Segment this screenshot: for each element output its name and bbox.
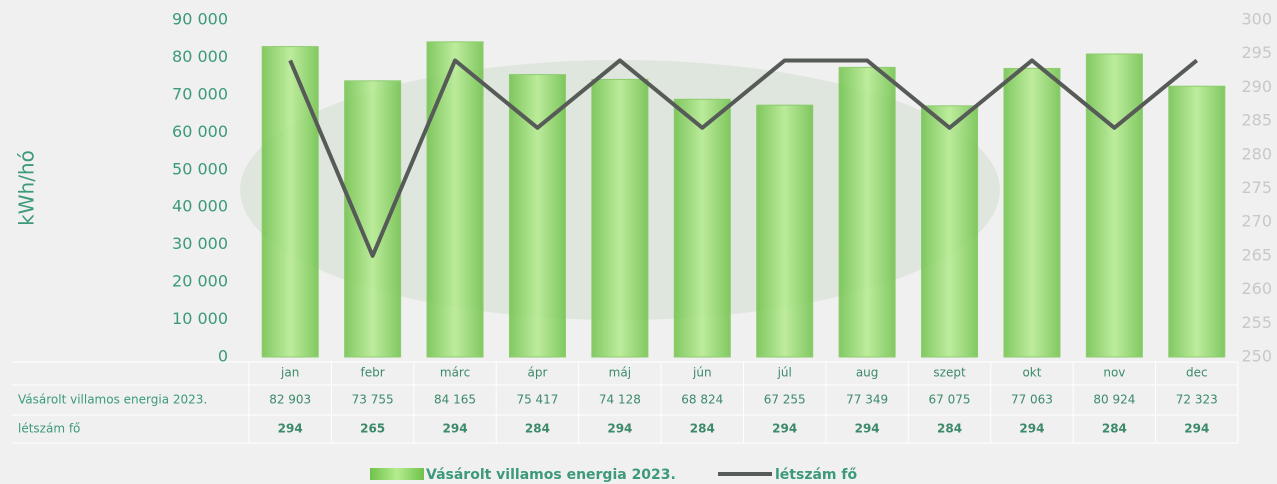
table-cell: 294 xyxy=(855,422,880,436)
y-tick-label: 70 000 xyxy=(172,84,228,103)
y-tick-label: 80 000 xyxy=(172,47,228,66)
legend-swatch xyxy=(370,468,424,480)
table-row-label: létszám fő xyxy=(18,422,80,436)
table-cell: 67 255 xyxy=(764,393,806,407)
bar xyxy=(261,46,319,358)
table-cell: 294 xyxy=(1184,422,1209,436)
bar xyxy=(1085,53,1143,358)
x-tick-label: dec xyxy=(1186,366,1208,380)
table-cell: 72 323 xyxy=(1176,393,1218,407)
x-tick-label: okt xyxy=(1022,366,1041,380)
y2-tick-label: 285 xyxy=(1241,111,1272,130)
table-cell: 265 xyxy=(360,422,385,436)
y2-tick-label: 270 xyxy=(1241,212,1272,231)
bar xyxy=(921,105,979,358)
y-tick-label: 50 000 xyxy=(172,159,228,178)
y2-tick-label: 290 xyxy=(1241,77,1272,96)
bar xyxy=(591,78,649,358)
x-tick-label: márc xyxy=(440,366,470,380)
table-cell: 74 128 xyxy=(599,393,641,407)
table-cell: 294 xyxy=(607,422,632,436)
x-tick-label: szept xyxy=(933,366,966,380)
y-tick-label: 90 000 xyxy=(172,10,228,29)
x-tick-label: jún xyxy=(692,366,712,380)
bar xyxy=(756,104,814,358)
table-row-label: Vásárolt villamos energia 2023. xyxy=(18,393,207,407)
table-cell: 284 xyxy=(1102,422,1127,436)
table-cell: 77 063 xyxy=(1011,393,1053,407)
table-cell: 67 075 xyxy=(929,393,971,407)
y2-tick-label: 255 xyxy=(1241,313,1272,332)
bar xyxy=(508,74,566,358)
y-tick-label: 20 000 xyxy=(172,272,228,291)
table-cell: 284 xyxy=(525,422,550,436)
y-tick-label: 60 000 xyxy=(172,122,228,141)
y2-tick-label: 275 xyxy=(1241,178,1272,197)
table-cell: 284 xyxy=(937,422,962,436)
table-cell: 75 417 xyxy=(516,393,558,407)
legend-label: Vásárolt villamos energia 2023. xyxy=(426,467,676,483)
y-tick-label: 0 xyxy=(218,347,228,366)
table-cell: 73 755 xyxy=(352,393,394,407)
table-cell: 82 903 xyxy=(269,393,311,407)
table-cell: 80 924 xyxy=(1093,393,1135,407)
bar xyxy=(838,66,896,358)
table-cell: 68 824 xyxy=(681,393,723,407)
table-cell: 294 xyxy=(772,422,797,436)
y-tick-label: 30 000 xyxy=(172,234,228,253)
y-axis-label: kWh/hó xyxy=(15,150,39,226)
x-tick-label: aug xyxy=(856,366,879,380)
table-cell: 77 349 xyxy=(846,393,888,407)
legend-label: létszám fő xyxy=(775,467,857,483)
bar xyxy=(1168,85,1226,358)
bar xyxy=(426,41,484,358)
x-tick-label: júl xyxy=(777,366,792,380)
y2-tick-label: 250 xyxy=(1241,347,1272,366)
table-cell: 294 xyxy=(1019,422,1044,436)
bar xyxy=(344,80,402,358)
y-tick-label: 40 000 xyxy=(172,197,228,216)
y2-tick-label: 295 xyxy=(1241,43,1272,62)
x-tick-label: ápr xyxy=(528,366,548,380)
table-cell: 294 xyxy=(278,422,303,436)
line xyxy=(288,58,1199,258)
x-tick-label: jan xyxy=(280,366,299,380)
bar xyxy=(673,98,731,358)
x-tick-label: febr xyxy=(361,366,385,380)
y2-tick-label: 300 xyxy=(1241,10,1272,29)
table-cell: 84 165 xyxy=(434,393,476,407)
y2-tick-label: 280 xyxy=(1241,144,1272,163)
y-tick-label: 10 000 xyxy=(172,309,228,328)
y2-tick-label: 265 xyxy=(1241,245,1272,264)
x-tick-label: nov xyxy=(1103,366,1125,380)
x-tick-label: máj xyxy=(609,366,631,380)
table-cell: 294 xyxy=(443,422,468,436)
table-cell: 284 xyxy=(690,422,715,436)
bar xyxy=(1003,67,1061,358)
y2-tick-label: 260 xyxy=(1241,279,1272,298)
